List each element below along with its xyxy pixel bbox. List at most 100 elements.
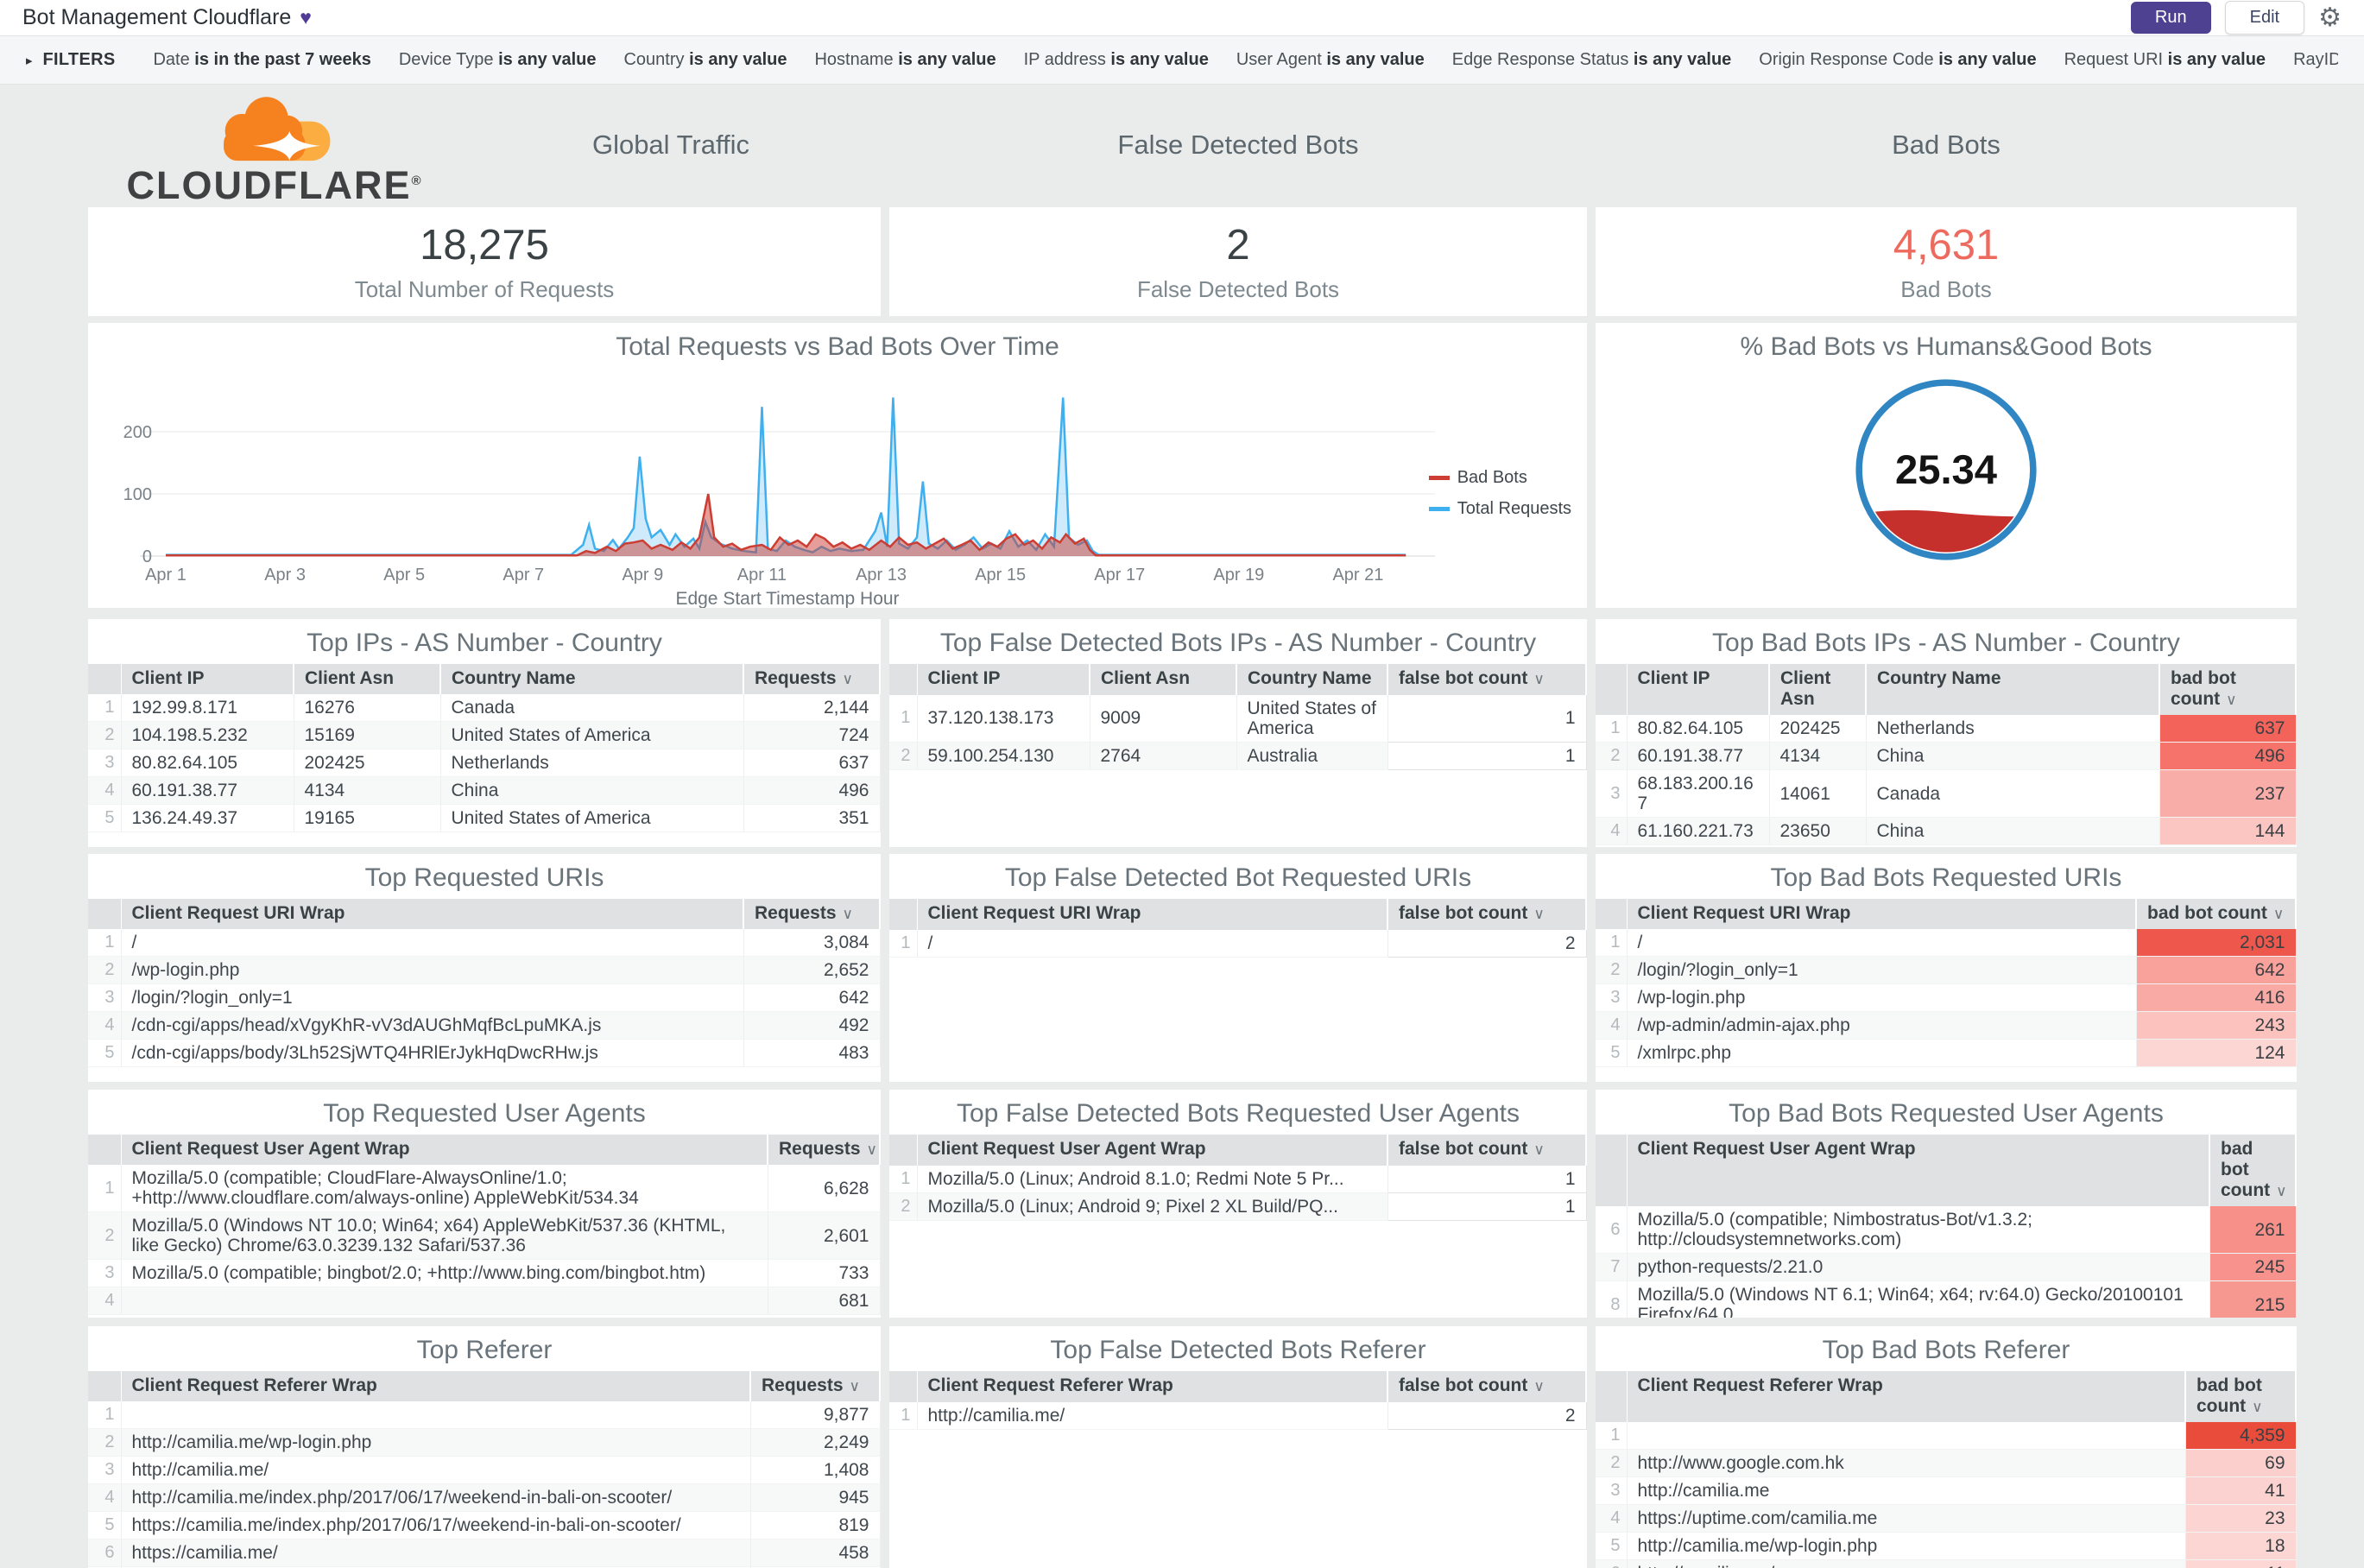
filters-expander-icon[interactable]: ▸ xyxy=(26,53,33,68)
table-row[interactable]: 2 59.100.254.130 2764 Australia 1 xyxy=(889,741,1587,770)
timeseries-chart[interactable]: 0 100 200 Apr 1 Apr 3 Apr 5 Apr 7 Apr 9 Apr 11 Ap… xyxy=(88,368,1587,608)
table-row[interactable]: 1 80.82.64.105 202425 Netherlands 637 xyxy=(1596,715,2297,743)
table-row[interactable]: 5 136.24.49.37 19165 United States of Ameri… xyxy=(88,804,881,832)
table-row[interactable]: 7 python-requests/2.21.0 245 xyxy=(1596,1253,2297,1281)
legend-item[interactable]: Total Requests xyxy=(1428,499,1571,519)
table-row[interactable]: 4 https://uptime.com/camilia.me 23 xyxy=(1596,1504,2297,1533)
table-row[interactable]: 2 104.198.5.232 15169 United States of Amer… xyxy=(88,721,881,749)
table-row[interactable]: 6 https://camilia.me/458 xyxy=(88,1539,881,1567)
column-header[interactable]: Requests ∨ xyxy=(743,664,881,694)
table-row[interactable]: 4/wp-admin/admin-ajax.php 243 xyxy=(1596,1011,2297,1040)
table-row[interactable]: 4 681 xyxy=(88,1287,881,1315)
gear-icon[interactable]: ⚙ xyxy=(2318,3,2342,32)
table-row[interactable]: 2 http://camilia.me/wp-login.php 2,249 xyxy=(88,1428,881,1457)
column-header[interactable]: false bot count ∨ xyxy=(1387,899,1587,930)
filters-label[interactable]: FILTERS xyxy=(42,50,116,69)
table-row[interactable]: 3/login/?login_only=1 642 xyxy=(88,983,881,1012)
column-header[interactable]: false bot count ∨ xyxy=(1387,1371,1587,1402)
table-row[interactable]: 4 http://camilia.me/index.php/2017/06/17/… xyxy=(88,1483,881,1512)
column-header[interactable]: Client IP xyxy=(121,664,294,694)
column-header[interactable]: Requests ∨ xyxy=(743,899,881,929)
sort-desc-icon[interactable]: ∨ xyxy=(842,671,853,687)
table-row[interactable]: 5 https://camilia.me/index.php/2017/06/17… xyxy=(88,1511,881,1540)
column-header[interactable]: Client IP xyxy=(917,664,1090,695)
filter-chip[interactable]: Request URI is any value xyxy=(2064,50,2266,69)
table-row[interactable]: 4/cdn-cgi/apps/head/xVgyKhR-vV3dAUGhMqfB… xyxy=(88,1011,881,1040)
table-row[interactable]: 1 9,877 xyxy=(88,1401,881,1429)
filter-chip[interactable]: Origin Response Code is any value xyxy=(1759,50,2037,69)
column-header[interactable]: false bot count ∨ xyxy=(1387,664,1587,695)
gauge[interactable]: 25.34 xyxy=(1596,368,2297,572)
sort-desc-icon[interactable]: ∨ xyxy=(1533,1141,1545,1158)
column-header[interactable]: Client Request Referer Wrap xyxy=(1627,1371,2186,1422)
column-header[interactable]: Requests ∨ xyxy=(750,1371,881,1401)
table-row[interactable]: 2/wp-login.php 2,652 xyxy=(88,956,881,984)
column-header[interactable]: bad bot count ∨ xyxy=(2159,664,2297,715)
table-row[interactable]: 6 Mozilla/5.0 (compatible; Nimbostratus-B… xyxy=(1596,1206,2297,1254)
table-row[interactable]: 4 60.191.38.77 4134 China 496 xyxy=(88,776,881,805)
column-header[interactable]: false bot count ∨ xyxy=(1387,1135,1587,1166)
filter-chip[interactable]: Hostname is any value xyxy=(814,50,996,69)
table-row[interactable]: 7http://camilia.me/index.php/2017/05/14/… xyxy=(88,1566,881,1568)
sort-desc-icon[interactable]: ∨ xyxy=(1533,906,1545,922)
table-row[interactable]: 2/login/?login_only=1 642 xyxy=(1596,956,2297,984)
sort-desc-icon[interactable]: ∨ xyxy=(866,1141,877,1158)
table-row[interactable]: 1/3,084 xyxy=(88,929,881,957)
column-header[interactable]: Client IP xyxy=(1627,664,1770,715)
column-header[interactable]: bad bot count ∨ xyxy=(2185,1371,2297,1422)
table-row[interactable]: 5/xmlrpc.php 124 xyxy=(1596,1039,2297,1067)
sort-desc-icon[interactable]: ∨ xyxy=(2276,1183,2287,1199)
sort-desc-icon[interactable]: ∨ xyxy=(2226,692,2237,708)
table-row[interactable]: 3 68.183.200.167 14061 Canada 237 xyxy=(1596,769,2297,818)
table-row[interactable]: 2 60.191.38.77 4134 China 496 xyxy=(1596,742,2297,770)
sort-desc-icon[interactable]: ∨ xyxy=(849,1378,860,1394)
filter-chip[interactable]: Device Type is any value xyxy=(398,50,597,69)
column-header[interactable]: Client Request Referer Wrap xyxy=(917,1371,1388,1402)
column-header[interactable]: Client Asn xyxy=(1769,664,1867,715)
sort-desc-icon[interactable]: ∨ xyxy=(2252,1399,2263,1415)
table-row[interactable]: 1 http://camilia.me/2 xyxy=(889,1401,1587,1430)
kpi-false-detected-bots[interactable]: 2 False Detected Bots xyxy=(889,207,1587,316)
table-row[interactable]: 1 4,359 xyxy=(1596,1422,2297,1450)
column-header[interactable]: Client Asn xyxy=(1090,664,1237,695)
filter-chip[interactable]: Date is in the past 7 weeks xyxy=(153,50,371,69)
table-row[interactable]: 4 61.160.221.73 23650 China 144 xyxy=(1596,817,2297,845)
table-row[interactable]: 2 http://www.google.com.hk 69 xyxy=(1596,1449,2297,1477)
table-row[interactable]: 1/2 xyxy=(889,929,1587,958)
column-header[interactable]: Client Request Referer Wrap xyxy=(121,1371,751,1401)
table-row[interactable]: 1 192.99.8.171 16276 Canada 2,144 xyxy=(88,694,881,722)
sort-desc-icon[interactable]: ∨ xyxy=(2272,906,2285,922)
column-header[interactable]: Country Name xyxy=(1866,664,2160,715)
sort-desc-icon[interactable]: ∨ xyxy=(842,906,853,922)
table-row[interactable]: 1 Mozilla/5.0 (compatible; CloudFlare-Alw… xyxy=(88,1165,881,1212)
filter-chip[interactable]: User Agent is any value xyxy=(1236,50,1425,69)
column-header[interactable]: Client Request User Agent Wrap xyxy=(917,1135,1388,1166)
kpi-total-requests[interactable]: 18,275 Total Number of Requests xyxy=(88,207,881,316)
column-header[interactable]: Client Request User Agent Wrap xyxy=(1627,1135,2210,1206)
column-header[interactable]: Client Request URI Wrap xyxy=(917,899,1388,930)
run-button[interactable]: Run xyxy=(2130,2,2211,34)
table-row[interactable]: 1 Mozilla/5.0 (Linux; Android 8.1.0; Redm… xyxy=(889,1165,1587,1193)
column-header[interactable]: bad bot count ∨ xyxy=(2136,899,2297,929)
table-row[interactable]: 3 Mozilla/5.0 (compatible; bingbot/2.0; +… xyxy=(88,1259,881,1287)
table-row[interactable]: 2 Mozilla/5.0 (Windows NT 10.0; Win64; x6… xyxy=(88,1211,881,1260)
table-row[interactable]: 5/cdn-cgi/apps/body/3Lh52SjWTQ4HRlErJykH… xyxy=(88,1039,881,1067)
column-header[interactable]: Client Request User Agent Wrap xyxy=(121,1135,768,1165)
table-row[interactable]: 2 Mozilla/5.0 (Linux; Android 9; Pixel 2 … xyxy=(889,1192,1587,1221)
column-header[interactable]: Client Request URI Wrap xyxy=(121,899,744,929)
table-row[interactable]: 8 Mozilla/5.0 (Windows NT 6.1; Win64; x64… xyxy=(1596,1280,2297,1318)
table-row[interactable]: 1 37.120.138.173 9009 United States of Amer… xyxy=(889,694,1587,743)
column-header[interactable]: bad bot count ∨ xyxy=(2209,1135,2297,1206)
column-header[interactable]: Country Name xyxy=(440,664,744,694)
column-header[interactable]: Country Name xyxy=(1236,664,1388,695)
table-row[interactable]: 3 http://camilia.me 41 xyxy=(1596,1476,2297,1505)
table-row[interactable]: 1/2,031 xyxy=(1596,929,2297,957)
table-row[interactable]: 5 http://camilia.me/wp-login.php 18 xyxy=(1596,1532,2297,1560)
filter-chip[interactable]: Edge Response Status is any value xyxy=(1451,50,1732,69)
table-row[interactable]: 3 80.82.64.105 202425 Netherlands 637 xyxy=(88,749,881,777)
kpi-bad-bots[interactable]: 4,631 Bad Bots xyxy=(1596,207,2297,316)
table-row[interactable]: 3/wp-login.php 416 xyxy=(1596,983,2297,1012)
filter-chip[interactable]: RayID is any value xyxy=(2293,50,2338,69)
filter-chip[interactable]: IP address is any value xyxy=(1023,50,1209,69)
